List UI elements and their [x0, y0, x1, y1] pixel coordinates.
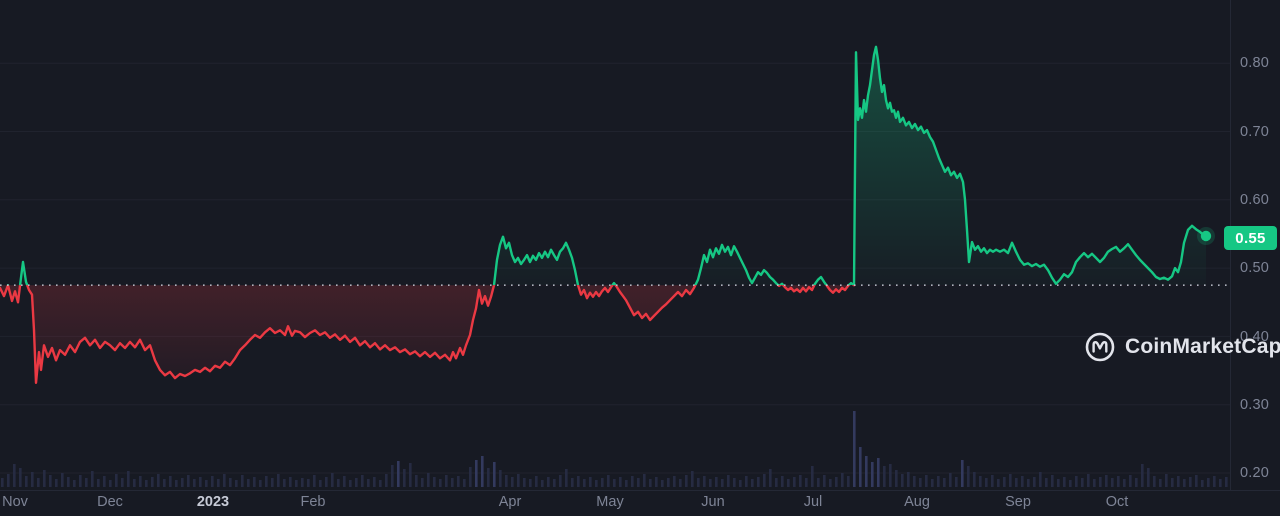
y-axis-label: 0.80 [1239, 55, 1269, 71]
x-axis-label: Sep [1005, 494, 1031, 510]
volume-bars [1, 411, 1228, 487]
x-axis-label: May [596, 494, 624, 510]
watermark-brand-text: CoinMarketCap [1125, 335, 1280, 358]
y-axis-label: 0.70 [1239, 124, 1269, 140]
x-axis-label: Nov [2, 494, 28, 510]
y-axis-label: 0.60 [1239, 192, 1269, 208]
price-line-up [6, 45, 1208, 286]
x-axis-label: Dec [97, 494, 123, 510]
coinmarketcap-logo-icon [1085, 332, 1115, 362]
y-axis-label: 0.50 [1239, 260, 1269, 276]
current-price-badge[interactable]: 0.55 [1224, 226, 1277, 250]
x-axis-label: Jul [803, 494, 823, 510]
x-axis-label: Apr [498, 494, 522, 510]
x-axis-label: Aug [904, 494, 930, 510]
watermark: CoinMarketCap [1084, 331, 1280, 363]
y-axis-label: 0.40 [1239, 329, 1269, 345]
x-axis-label: Oct [1105, 494, 1129, 510]
x-axis-label-year: 2023 [196, 494, 230, 510]
y-axis-label: 0.30 [1239, 397, 1269, 413]
price-line-down [0, 285, 856, 384]
x-axis-label: Jun [701, 494, 725, 510]
y-axis-label: 0.20 [1239, 465, 1269, 481]
last-point-marker [1200, 230, 1212, 242]
area-fill-up [20, 46, 1206, 286]
x-axis-label: Feb [300, 494, 326, 510]
area-fill-down [0, 285, 1206, 383]
